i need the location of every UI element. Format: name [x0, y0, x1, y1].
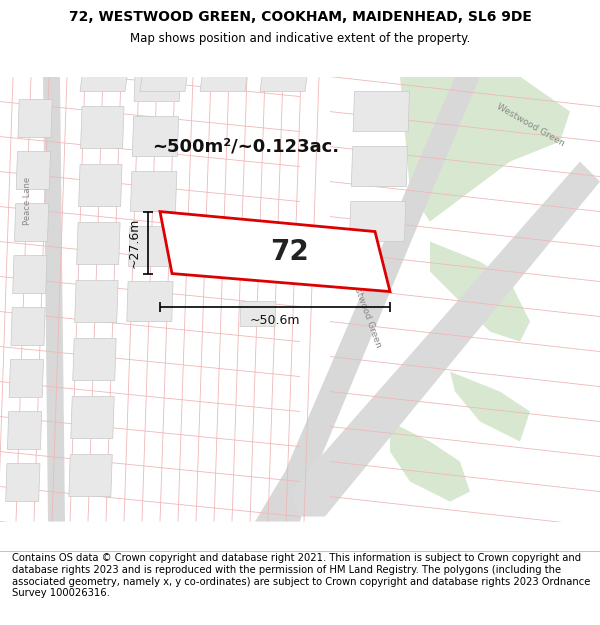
Polygon shape	[134, 61, 181, 101]
Polygon shape	[390, 421, 470, 501]
Text: Contains OS data © Crown copyright and database right 2021. This information is : Contains OS data © Crown copyright and d…	[12, 554, 590, 598]
Polygon shape	[13, 256, 47, 294]
Polygon shape	[353, 91, 409, 131]
Polygon shape	[127, 281, 173, 321]
Polygon shape	[11, 308, 45, 346]
Polygon shape	[255, 76, 480, 521]
Polygon shape	[400, 76, 570, 221]
Polygon shape	[43, 76, 65, 521]
Polygon shape	[349, 201, 406, 241]
Text: Map shows position and indicative extent of the property.: Map shows position and indicative extent…	[130, 32, 470, 45]
Text: ~50.6m: ~50.6m	[250, 314, 300, 327]
Polygon shape	[133, 116, 179, 156]
Polygon shape	[351, 146, 407, 186]
Polygon shape	[130, 171, 177, 211]
Polygon shape	[5, 464, 40, 501]
Polygon shape	[71, 396, 114, 439]
Text: ~500m²/~0.123ac.: ~500m²/~0.123ac.	[152, 138, 339, 156]
Polygon shape	[69, 454, 112, 496]
Polygon shape	[9, 359, 43, 398]
Polygon shape	[140, 76, 187, 91]
Text: 72: 72	[270, 238, 308, 266]
Polygon shape	[79, 164, 122, 206]
Polygon shape	[80, 106, 124, 149]
Polygon shape	[240, 301, 276, 326]
Polygon shape	[160, 211, 390, 291]
Text: Peace Lane: Peace Lane	[23, 177, 32, 225]
Polygon shape	[75, 281, 118, 322]
Polygon shape	[260, 76, 307, 91]
Polygon shape	[450, 371, 530, 441]
Polygon shape	[73, 339, 116, 381]
Polygon shape	[16, 151, 50, 189]
Polygon shape	[200, 76, 247, 91]
Text: 72, WESTWOOD GREEN, COOKHAM, MAIDENHEAD, SL6 9DE: 72, WESTWOOD GREEN, COOKHAM, MAIDENHEAD,…	[68, 10, 532, 24]
Polygon shape	[430, 241, 530, 341]
Text: Westwood Green: Westwood Green	[347, 274, 382, 349]
Text: ~27.6m: ~27.6m	[128, 217, 140, 268]
Text: Westwood Green: Westwood Green	[494, 101, 565, 148]
Polygon shape	[7, 411, 42, 449]
Polygon shape	[18, 99, 52, 138]
Polygon shape	[128, 226, 175, 266]
Polygon shape	[77, 222, 120, 264]
Polygon shape	[14, 204, 49, 241]
Polygon shape	[80, 76, 127, 91]
Polygon shape	[290, 161, 600, 516]
